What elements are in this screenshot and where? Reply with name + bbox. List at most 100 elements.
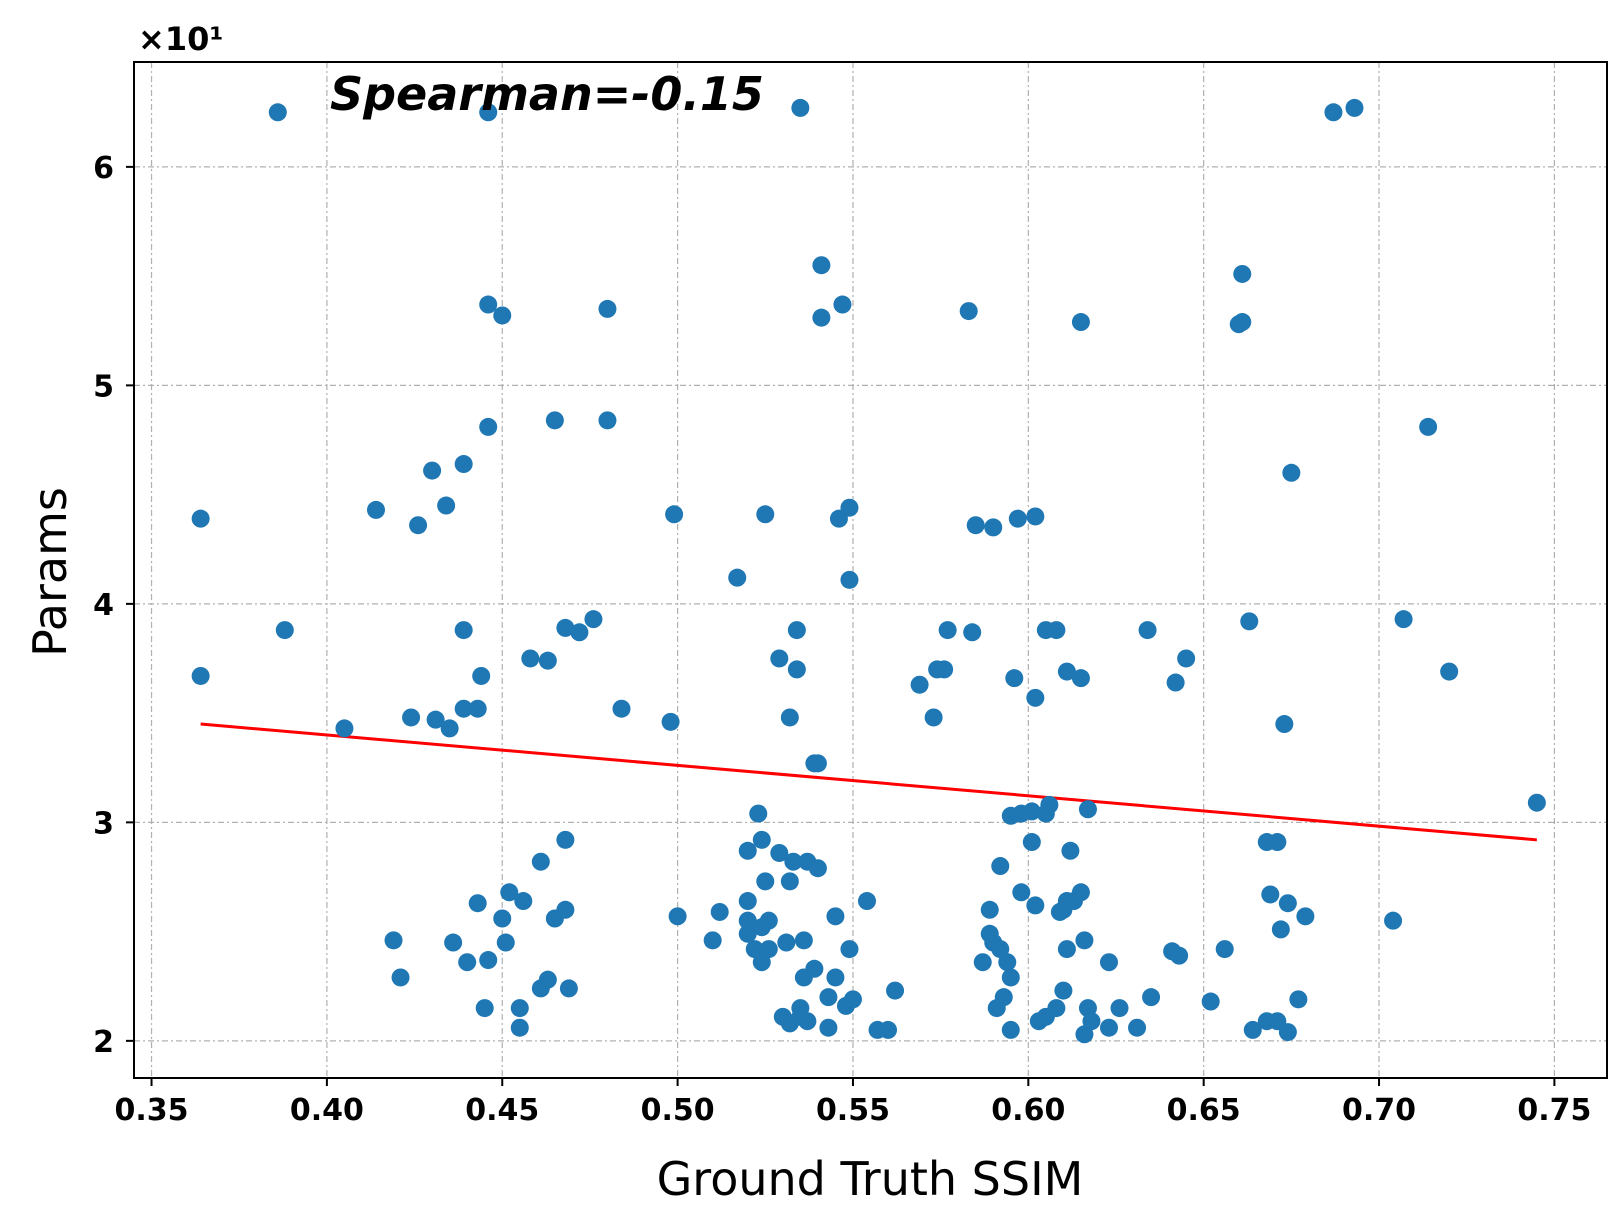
data-point [738,892,757,911]
data-point [1040,795,1059,814]
data-point [1215,940,1234,959]
data-point [668,907,687,926]
data-point [493,306,512,325]
x-tick-label: 0.45 [465,1093,539,1128]
data-point [556,618,575,637]
data-point [759,911,778,930]
data-point [794,931,813,950]
x-tick-label: 0.65 [1167,1093,1241,1128]
data-point [710,902,729,921]
data-point [1026,507,1045,526]
data-point [496,933,515,952]
data-point [798,1012,817,1031]
data-point [510,1018,529,1037]
data-point [1394,610,1413,629]
data-point [728,568,747,587]
grid-lines [134,62,1607,1078]
data-point [665,505,684,524]
data-point [703,931,722,950]
data-point [1022,802,1041,821]
data-point [1022,833,1041,852]
y-tick-label: 4 [93,588,114,623]
data-points [191,98,1546,1044]
data-point [1282,463,1301,482]
data-point [458,953,477,972]
data-point [545,411,564,430]
data-point [366,500,385,519]
data-point [784,852,803,871]
data-point [826,968,845,987]
data-point [857,892,876,911]
data-point [1075,931,1094,950]
data-point [973,953,992,972]
data-point [826,907,845,926]
data-point [493,909,512,928]
x-tick-label: 0.55 [816,1093,890,1128]
data-point [1128,1018,1147,1037]
data-point [998,953,1017,972]
data-point [468,894,487,913]
data-point [402,708,421,727]
x-tick-label: 0.50 [641,1093,715,1128]
data-point [510,999,529,1018]
data-point [1057,940,1076,959]
data-point [409,516,428,535]
data-point [738,924,757,943]
data-point [1061,841,1080,860]
data-point [335,719,354,738]
data-point [1071,669,1090,688]
data-point [1047,999,1066,1018]
data-point [759,940,778,959]
data-point [1233,264,1252,283]
data-point [1170,946,1189,965]
data-point [819,1018,838,1037]
data-point [1289,990,1308,1009]
data-point [1099,953,1118,972]
x-axis-ticks: 0.35 0.40 0.45 0.50 0.55 0.60 0.65 0.70 0.75 [115,1078,1591,1128]
data-point [840,940,859,959]
spearman-annotation: Spearman=-0.15 [330,67,764,121]
data-point [879,1020,898,1039]
data-point [444,933,463,952]
data-point [191,666,210,685]
data-point [1268,833,1287,852]
data-point [1201,992,1220,1011]
trend-line [200,722,1537,842]
data-point [808,859,827,878]
data-point [1233,313,1252,332]
data-point [966,516,985,535]
data-point [770,843,789,862]
data-point [1138,621,1157,640]
data-point [391,968,410,987]
data-point [612,699,631,718]
data-point [1261,885,1280,904]
data-point [808,754,827,773]
data-point [749,804,768,823]
data-point [500,883,519,902]
data-point [472,666,491,685]
data-point [1026,896,1045,915]
data-point [454,699,473,718]
y-tick-label: 6 [93,151,114,186]
data-point [1384,911,1403,930]
data-point [984,518,1003,537]
data-point [924,708,943,727]
data-point [384,931,403,950]
data-point [980,900,999,919]
data-point [275,621,294,640]
data-point [787,660,806,679]
x-tick-label: 0.60 [991,1093,1065,1128]
plot-frame [133,61,1608,1079]
data-point [843,990,862,1009]
data-point [1047,621,1066,640]
data-point [1008,509,1027,528]
data-point [756,505,775,524]
trend-line-layer [200,722,1537,842]
y-tick-label: 3 [93,806,114,841]
data-point [1071,883,1090,902]
data-point [777,933,796,952]
data-point [994,988,1013,1007]
data-point [479,295,498,314]
data-point [1078,800,1097,819]
data-point [1001,968,1020,987]
